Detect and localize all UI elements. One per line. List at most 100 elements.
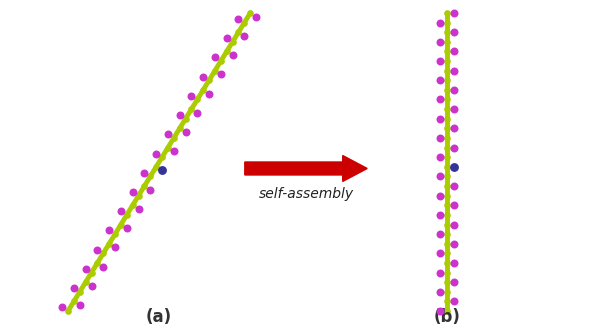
Point	[442, 107, 452, 112]
Point	[222, 36, 231, 41]
Point	[435, 270, 445, 275]
Point	[104, 241, 114, 246]
Point	[110, 232, 120, 237]
Point	[435, 308, 445, 314]
Point	[449, 29, 458, 35]
Point	[146, 187, 155, 192]
Point	[435, 174, 445, 179]
Point	[228, 39, 237, 44]
Text: self-assembly: self-assembly	[258, 187, 354, 201]
Point	[442, 116, 452, 121]
Point	[181, 129, 190, 134]
Point	[442, 87, 452, 92]
Point	[75, 289, 84, 295]
Point	[442, 251, 452, 256]
Point	[157, 155, 167, 160]
Point	[449, 222, 458, 227]
Text: (a): (a)	[146, 308, 172, 324]
Point	[435, 20, 445, 25]
Point	[449, 68, 458, 73]
Point	[245, 10, 255, 16]
Point	[75, 303, 84, 308]
Point	[442, 155, 452, 160]
Text: (b): (b)	[433, 308, 460, 324]
Point	[116, 209, 125, 214]
Point	[442, 58, 452, 64]
Point	[442, 289, 452, 295]
Point	[57, 305, 67, 310]
Point	[442, 20, 452, 25]
Point	[449, 299, 458, 304]
Point	[449, 49, 458, 54]
Point	[442, 174, 452, 179]
Point	[442, 78, 452, 83]
Point	[69, 285, 79, 291]
Point	[442, 183, 452, 189]
Point	[442, 280, 452, 285]
Point	[435, 78, 445, 83]
Point	[239, 33, 249, 39]
Point	[435, 193, 445, 198]
Point	[449, 203, 458, 208]
Point	[104, 228, 114, 233]
Point	[99, 251, 108, 256]
Point	[442, 49, 452, 54]
Point	[198, 87, 208, 92]
Point	[435, 39, 445, 44]
Point	[442, 193, 452, 198]
Point	[435, 135, 445, 141]
Point	[169, 135, 179, 141]
Point	[442, 164, 452, 169]
Point	[204, 78, 214, 83]
Point	[449, 241, 458, 246]
Point	[442, 212, 452, 217]
Point	[435, 251, 445, 256]
Point	[442, 126, 452, 131]
Point	[99, 264, 108, 269]
Point	[442, 97, 452, 102]
Point	[442, 135, 452, 141]
Point	[449, 260, 458, 266]
Point	[442, 260, 452, 266]
Point	[151, 164, 161, 169]
Point	[442, 39, 452, 44]
Point	[252, 14, 261, 19]
Point	[87, 283, 97, 288]
Point	[87, 270, 97, 275]
Point	[157, 168, 167, 173]
Point	[140, 183, 149, 189]
Point	[435, 212, 445, 217]
Point	[435, 97, 445, 102]
Point	[442, 270, 452, 275]
Point	[449, 164, 458, 169]
Point	[116, 222, 126, 227]
Point	[449, 183, 458, 189]
Point	[435, 289, 445, 295]
Point	[187, 107, 196, 112]
Point	[128, 203, 138, 208]
Point	[187, 93, 196, 98]
Point	[204, 91, 214, 96]
FancyArrow shape	[245, 156, 367, 181]
Point	[239, 20, 249, 25]
Point	[122, 212, 132, 217]
Point	[222, 49, 231, 54]
Point	[92, 247, 102, 252]
Point	[193, 110, 203, 115]
Point	[210, 68, 220, 73]
Point	[234, 29, 244, 35]
Point	[442, 145, 452, 150]
Point	[449, 10, 458, 16]
Point	[140, 170, 149, 175]
Point	[151, 151, 161, 156]
Point	[449, 145, 458, 150]
Point	[435, 58, 445, 64]
Point	[146, 174, 155, 179]
Point	[442, 10, 452, 16]
Point	[442, 68, 452, 73]
Point	[81, 266, 91, 272]
Point	[449, 107, 458, 112]
Point	[181, 116, 190, 121]
Point	[442, 222, 452, 227]
Point	[435, 232, 445, 237]
